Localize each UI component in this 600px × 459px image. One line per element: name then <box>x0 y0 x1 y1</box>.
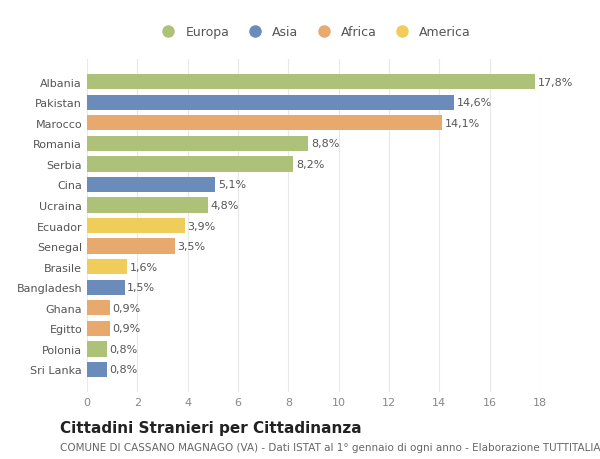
Text: 3,9%: 3,9% <box>188 221 216 231</box>
Legend: Europa, Asia, Africa, America: Europa, Asia, Africa, America <box>156 26 471 39</box>
Text: 5,1%: 5,1% <box>218 180 246 190</box>
Text: 0,9%: 0,9% <box>112 324 140 334</box>
Text: 14,1%: 14,1% <box>445 118 479 129</box>
Bar <box>87 116 442 131</box>
Bar <box>87 239 175 254</box>
Bar <box>87 300 110 316</box>
Text: 8,2%: 8,2% <box>296 160 324 169</box>
Text: 3,5%: 3,5% <box>178 241 206 252</box>
Text: 0,9%: 0,9% <box>112 303 140 313</box>
Bar <box>87 259 127 275</box>
Text: 0,8%: 0,8% <box>110 344 138 354</box>
Text: 14,6%: 14,6% <box>457 98 492 108</box>
Bar <box>87 136 308 152</box>
Bar <box>87 321 110 336</box>
Bar <box>87 157 293 172</box>
Bar <box>87 75 535 90</box>
Bar <box>87 177 215 193</box>
Text: 4,8%: 4,8% <box>211 201 239 211</box>
Text: COMUNE DI CASSANO MAGNAGO (VA) - Dati ISTAT al 1° gennaio di ogni anno - Elabora: COMUNE DI CASSANO MAGNAGO (VA) - Dati IS… <box>60 442 600 452</box>
Bar <box>87 95 454 111</box>
Text: 0,8%: 0,8% <box>110 364 138 375</box>
Bar <box>87 198 208 213</box>
Bar <box>87 341 107 357</box>
Text: 8,8%: 8,8% <box>311 139 340 149</box>
Bar <box>87 218 185 234</box>
Bar <box>87 362 107 377</box>
Bar <box>87 280 125 295</box>
Text: Cittadini Stranieri per Cittadinanza: Cittadini Stranieri per Cittadinanza <box>60 420 362 435</box>
Text: 1,6%: 1,6% <box>130 262 158 272</box>
Text: 1,5%: 1,5% <box>127 283 155 292</box>
Text: 17,8%: 17,8% <box>538 78 573 88</box>
